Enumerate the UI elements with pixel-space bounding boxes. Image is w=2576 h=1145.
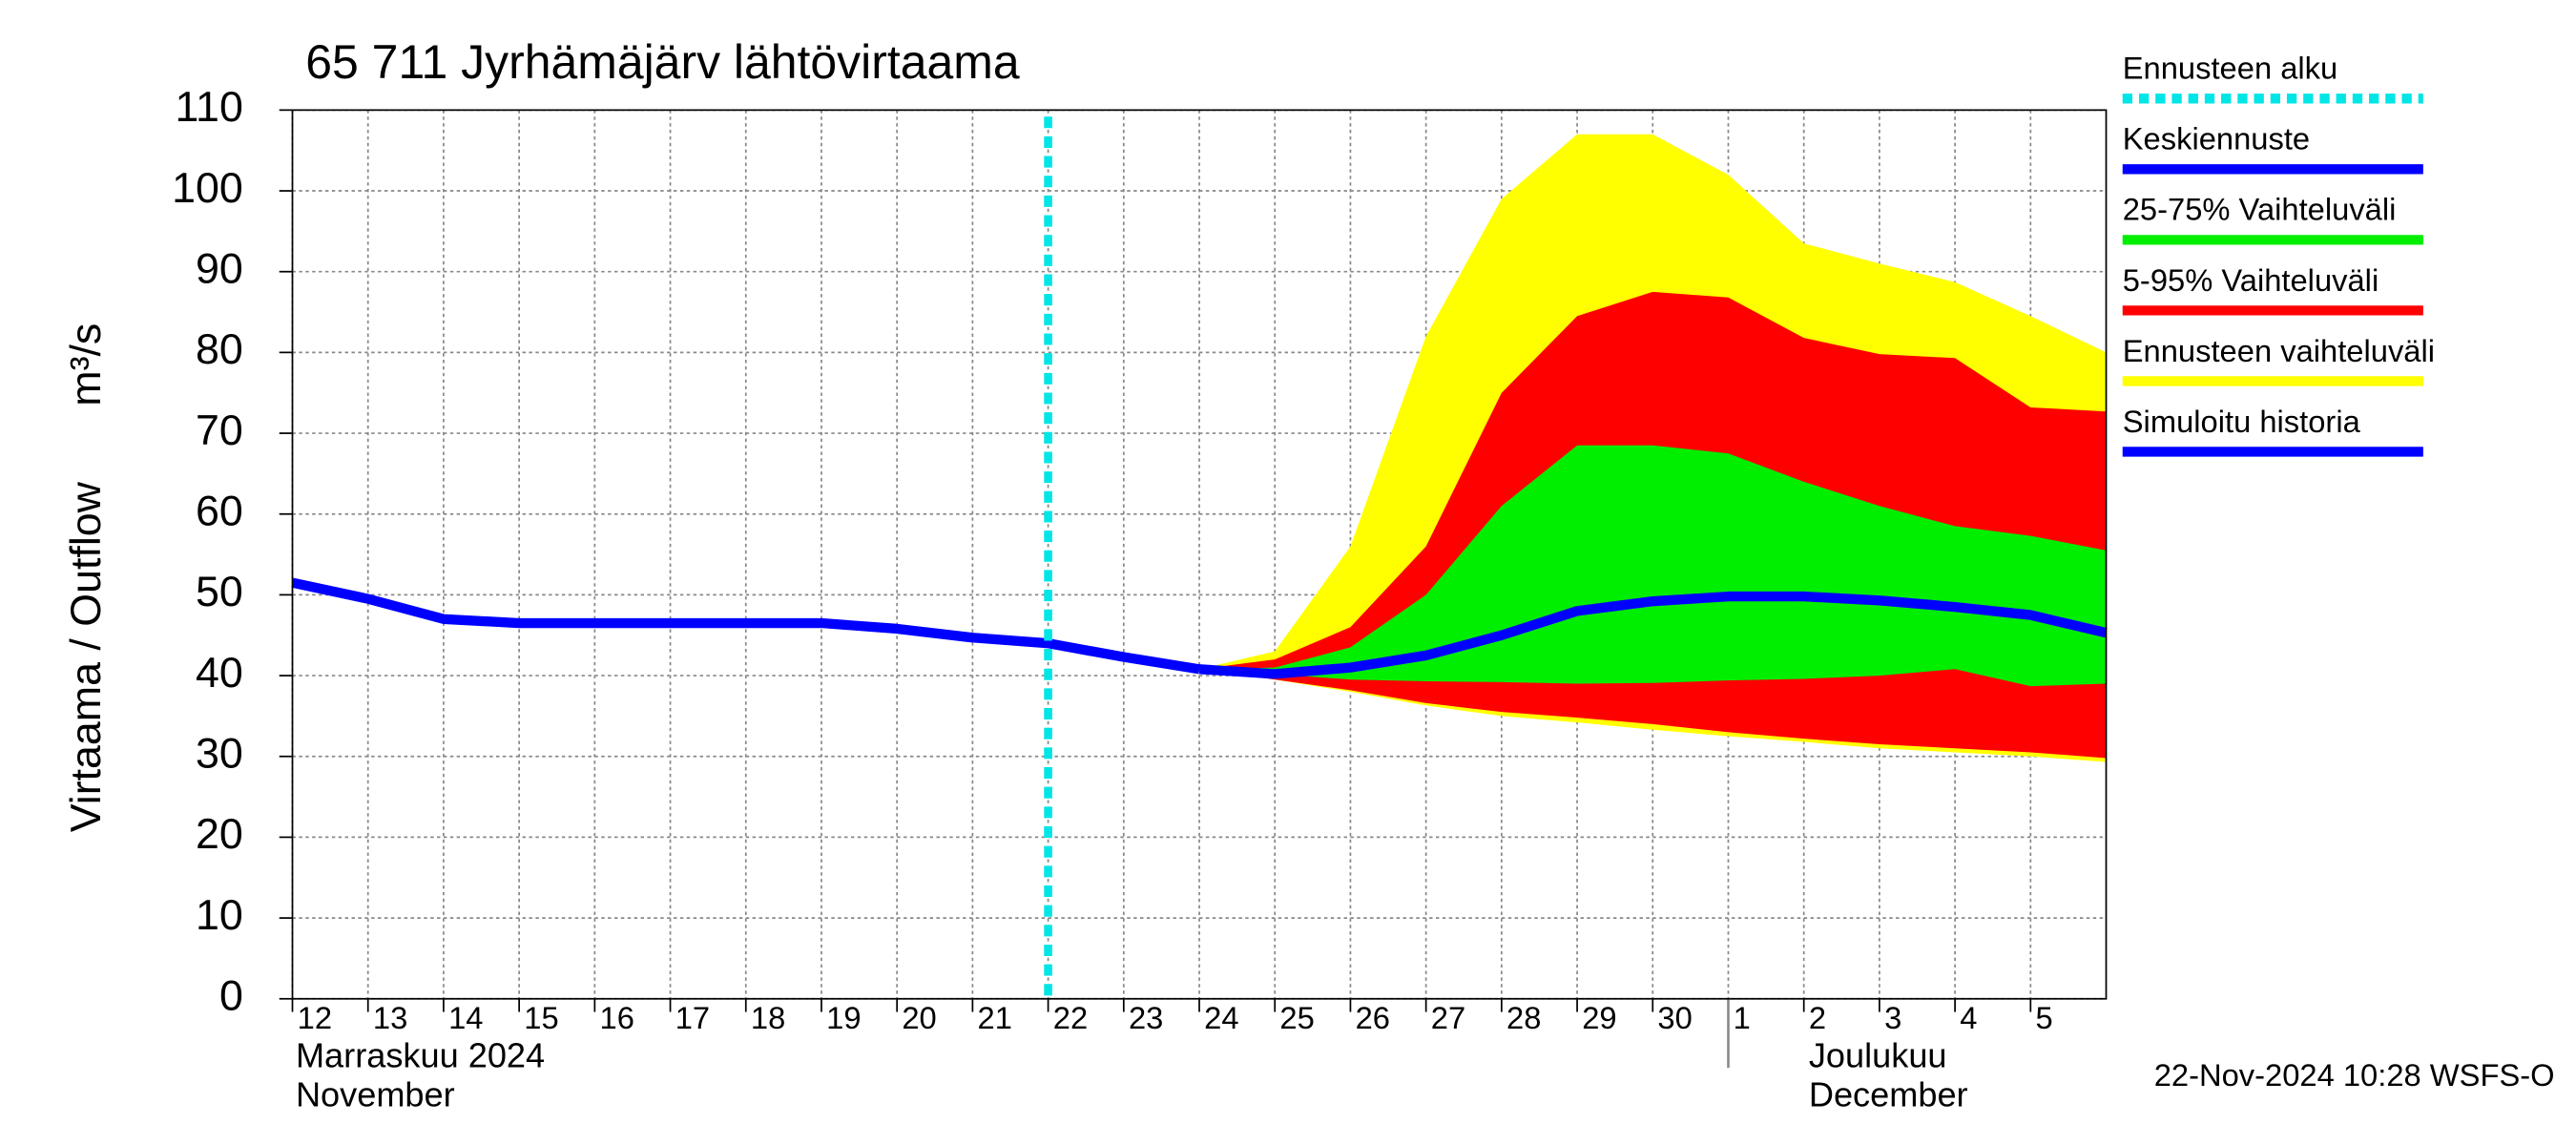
x-tick-label: 17 xyxy=(675,1000,710,1035)
y-axis-label: Virtaama / Outflow xyxy=(62,481,110,832)
x-tick-label: 4 xyxy=(1960,1000,1977,1035)
legend-label: 5-95% Vaihteluväli xyxy=(2123,262,2379,298)
month-label: Marraskuu 2024 xyxy=(296,1035,545,1074)
month-label: November xyxy=(296,1075,455,1114)
x-tick-label: 30 xyxy=(1657,1000,1692,1035)
x-tick-label: 2 xyxy=(1809,1000,1826,1035)
x-tick-label: 14 xyxy=(448,1000,483,1035)
y-tick-label: 70 xyxy=(196,406,243,454)
x-tick-label: 22 xyxy=(1053,1000,1088,1035)
x-tick-label: 5 xyxy=(2035,1000,2052,1035)
legend-label: Keskiennuste xyxy=(2123,121,2310,156)
y-tick-label: 110 xyxy=(175,83,242,131)
x-tick-label: 25 xyxy=(1279,1000,1314,1035)
y-tick-label: 0 xyxy=(219,972,243,1020)
x-tick-label: 29 xyxy=(1582,1000,1616,1035)
x-tick-label: 19 xyxy=(826,1000,861,1035)
x-tick-label: 3 xyxy=(1884,1000,1901,1035)
x-tick-label: 28 xyxy=(1506,1000,1541,1035)
x-tick-label: 24 xyxy=(1204,1000,1238,1035)
y-tick-label: 40 xyxy=(196,649,243,697)
x-tick-label: 16 xyxy=(600,1000,634,1035)
y-tick-label: 80 xyxy=(196,325,243,373)
y-tick-label: 90 xyxy=(196,245,243,293)
x-tick-label: 27 xyxy=(1431,1000,1465,1035)
x-tick-label: 18 xyxy=(751,1000,785,1035)
y-tick-label: 60 xyxy=(196,488,243,535)
x-tick-label: 26 xyxy=(1356,1000,1390,1035)
chart-title: 65 711 Jyrhämäjärv lähtövirtaama xyxy=(305,35,1020,89)
legend-label: Ennusteen vaihteluväli xyxy=(2123,333,2435,368)
x-tick-label: 20 xyxy=(902,1000,936,1035)
legend-label: 25-75% Vaihteluväli xyxy=(2123,192,2397,227)
y-tick-label: 50 xyxy=(196,568,243,615)
x-tick-label: 1 xyxy=(1734,1000,1751,1035)
x-tick-label: 23 xyxy=(1129,1000,1163,1035)
y-tick-label: 100 xyxy=(172,164,243,212)
band-area xyxy=(1199,445,2107,687)
y-tick-label: 10 xyxy=(196,891,243,939)
x-tick-label: 21 xyxy=(978,1000,1012,1035)
line xyxy=(1198,591,2108,679)
y-axis-unit: m³/s xyxy=(62,323,110,406)
y-tick-label: 30 xyxy=(196,730,243,778)
line xyxy=(291,577,1200,675)
plot-frame xyxy=(291,109,2108,1000)
legend-label: Ennusteen alku xyxy=(2123,51,2337,86)
x-tick-label: 12 xyxy=(298,1000,332,1035)
y-tick-label: 20 xyxy=(196,810,243,858)
month-label: December xyxy=(1809,1075,1968,1114)
x-tick-label: 15 xyxy=(524,1000,558,1035)
legend-label: Simuloitu historia xyxy=(2123,404,2361,439)
footer: 22-Nov-2024 10:28 WSFS-O xyxy=(2154,1057,2555,1093)
x-tick-label: 13 xyxy=(373,1000,407,1035)
month-label: Joulukuu xyxy=(1809,1035,1947,1074)
